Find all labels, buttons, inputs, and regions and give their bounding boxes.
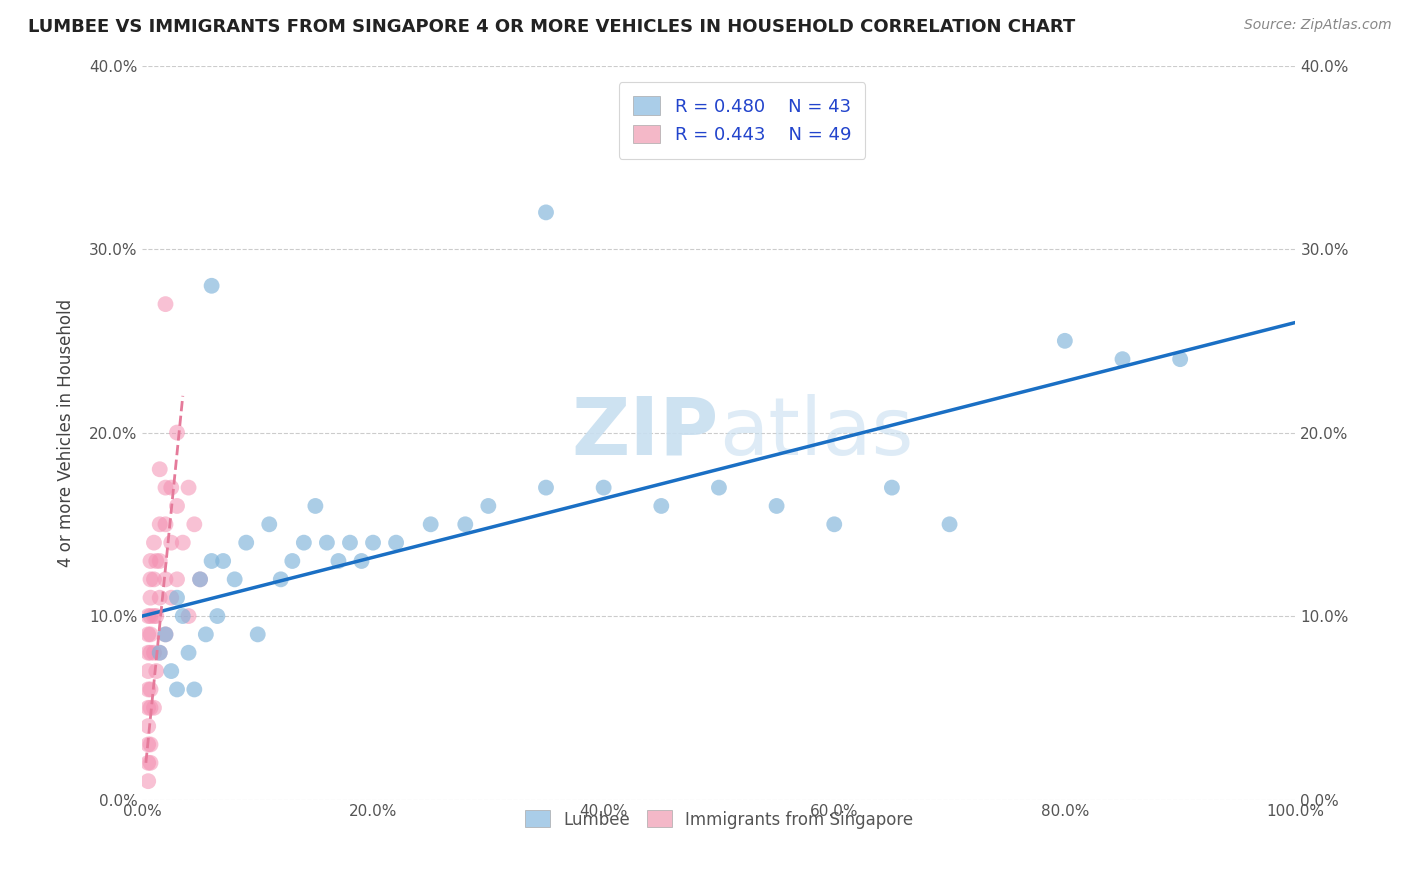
Lumbee [1053, 334, 1076, 348]
Immigrants from Singapore [136, 646, 159, 660]
Lumbee [207, 609, 229, 624]
Immigrants from Singapore [172, 535, 194, 549]
Immigrants from Singapore [160, 591, 183, 605]
Lumbee [765, 499, 787, 513]
Lumbee [155, 627, 177, 641]
Immigrants from Singapore [166, 572, 188, 586]
Lumbee [1111, 352, 1133, 367]
Immigrants from Singapore [139, 682, 162, 697]
Lumbee [212, 554, 235, 568]
Immigrants from Singapore [139, 627, 162, 641]
Y-axis label: 4 or more Vehicles in Household: 4 or more Vehicles in Household [58, 299, 75, 566]
Lumbee [188, 572, 211, 586]
Immigrants from Singapore [139, 609, 162, 624]
Immigrants from Singapore [160, 481, 183, 495]
Immigrants from Singapore [149, 462, 172, 476]
Lumbee [592, 481, 614, 495]
Immigrants from Singapore [136, 774, 159, 789]
Immigrants from Singapore [188, 572, 211, 586]
Text: ZIP: ZIP [572, 393, 718, 472]
Immigrants from Singapore [136, 756, 159, 770]
Lumbee [281, 554, 304, 568]
Lumbee [361, 535, 384, 549]
Immigrants from Singapore [145, 664, 167, 678]
Immigrants from Singapore [143, 609, 166, 624]
Immigrants from Singapore [183, 517, 205, 532]
Immigrants from Singapore [177, 609, 200, 624]
Immigrants from Singapore [177, 481, 200, 495]
Immigrants from Singapore [155, 481, 177, 495]
Lumbee [201, 554, 224, 568]
Immigrants from Singapore [143, 700, 166, 714]
Immigrants from Singapore [160, 535, 183, 549]
Immigrants from Singapore [149, 591, 172, 605]
Immigrants from Singapore [139, 572, 162, 586]
Immigrants from Singapore [136, 682, 159, 697]
Lumbee [246, 627, 269, 641]
Immigrants from Singapore [139, 646, 162, 660]
Lumbee [823, 517, 845, 532]
Lumbee [235, 535, 257, 549]
Immigrants from Singapore [145, 609, 167, 624]
Immigrants from Singapore [166, 499, 188, 513]
Immigrants from Singapore [155, 297, 177, 311]
Immigrants from Singapore [155, 572, 177, 586]
Immigrants from Singapore [149, 646, 172, 660]
Lumbee [350, 554, 373, 568]
Lumbee [259, 517, 281, 532]
Immigrants from Singapore [139, 591, 162, 605]
Lumbee [177, 646, 200, 660]
Lumbee [454, 517, 477, 532]
Lumbee [304, 499, 326, 513]
Immigrants from Singapore [139, 554, 162, 568]
Lumbee [149, 646, 172, 660]
Lumbee [172, 609, 194, 624]
Lumbee [160, 664, 183, 678]
Immigrants from Singapore [139, 738, 162, 752]
Lumbee [534, 205, 557, 219]
Lumbee [419, 517, 441, 532]
Lumbee [166, 682, 188, 697]
Lumbee [201, 278, 224, 293]
Lumbee [707, 481, 730, 495]
Lumbee [328, 554, 350, 568]
Legend: Lumbee, Immigrants from Singapore: Lumbee, Immigrants from Singapore [519, 804, 920, 835]
Lumbee [224, 572, 246, 586]
Text: atlas: atlas [718, 393, 914, 472]
Lumbee [194, 627, 217, 641]
Lumbee [477, 499, 499, 513]
Immigrants from Singapore [166, 425, 188, 440]
Lumbee [1168, 352, 1191, 367]
Immigrants from Singapore [149, 517, 172, 532]
Text: Source: ZipAtlas.com: Source: ZipAtlas.com [1244, 18, 1392, 32]
Immigrants from Singapore [155, 627, 177, 641]
Immigrants from Singapore [136, 609, 159, 624]
Lumbee [938, 517, 960, 532]
Lumbee [292, 535, 315, 549]
Text: LUMBEE VS IMMIGRANTS FROM SINGAPORE 4 OR MORE VEHICLES IN HOUSEHOLD CORRELATION : LUMBEE VS IMMIGRANTS FROM SINGAPORE 4 OR… [28, 18, 1076, 36]
Lumbee [339, 535, 361, 549]
Immigrants from Singapore [136, 700, 159, 714]
Immigrants from Singapore [136, 627, 159, 641]
Lumbee [270, 572, 292, 586]
Lumbee [385, 535, 408, 549]
Lumbee [183, 682, 205, 697]
Lumbee [880, 481, 903, 495]
Immigrants from Singapore [136, 664, 159, 678]
Immigrants from Singapore [143, 535, 166, 549]
Immigrants from Singapore [143, 646, 166, 660]
Immigrants from Singapore [136, 738, 159, 752]
Lumbee [650, 499, 672, 513]
Immigrants from Singapore [143, 572, 166, 586]
Lumbee [166, 591, 188, 605]
Lumbee [316, 535, 339, 549]
Immigrants from Singapore [136, 719, 159, 733]
Lumbee [534, 481, 557, 495]
Immigrants from Singapore [139, 700, 162, 714]
Immigrants from Singapore [145, 554, 167, 568]
Immigrants from Singapore [139, 756, 162, 770]
Immigrants from Singapore [155, 517, 177, 532]
Immigrants from Singapore [149, 554, 172, 568]
